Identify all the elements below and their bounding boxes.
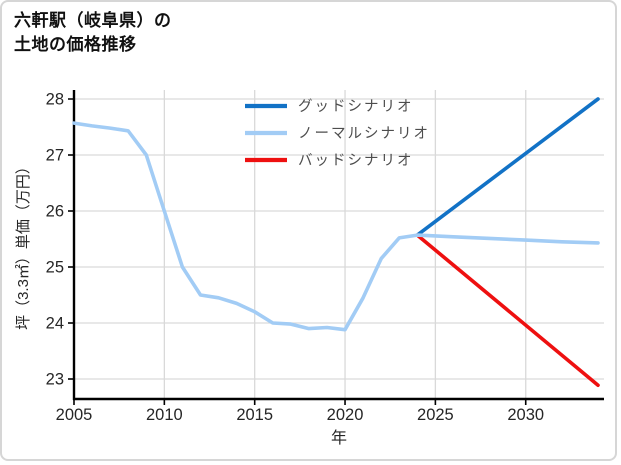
y-tick-label: 27 xyxy=(46,147,64,165)
x-tick-label: 2030 xyxy=(507,406,544,424)
y-tick-label: 24 xyxy=(46,315,64,333)
plot-area: 2005 2010 2015 2020 2025 2030 23 24 25 26 27 28 年 坪（3… xyxy=(15,90,604,447)
chart-title-line-1: 六軒駅（岐阜県）の xyxy=(14,11,172,30)
x-tick-label: 2005 xyxy=(56,406,93,424)
y-tick-label: 23 xyxy=(46,371,64,389)
y-tick-label: 25 xyxy=(46,259,64,277)
series-line-bad xyxy=(415,233,600,388)
y-tick-label: 26 xyxy=(46,203,64,221)
y-axis-title: 坪（3.3㎡）単価（万円） xyxy=(15,159,32,330)
x-axis-title: 年 xyxy=(331,429,347,447)
series-line-normal xyxy=(72,121,600,332)
y-tick-label: 28 xyxy=(46,91,64,109)
x-tick-label: 2010 xyxy=(146,406,183,424)
x-tick-label: 2020 xyxy=(327,406,364,424)
chart-title-line-2: 土地の価格推移 xyxy=(14,35,137,54)
series-line-good xyxy=(415,97,600,237)
x-tick-label: 2015 xyxy=(236,406,273,424)
legend-label-normal: ノーマルシナリオ xyxy=(298,126,430,142)
legend-label-bad: バッドシナリオ xyxy=(298,153,414,169)
chart-title: 六軒駅（岐阜県）の 土地の価格推移 xyxy=(14,9,172,57)
legend-label-good: グッドシナリオ xyxy=(298,98,414,115)
x-tick-label: 2025 xyxy=(417,406,454,424)
